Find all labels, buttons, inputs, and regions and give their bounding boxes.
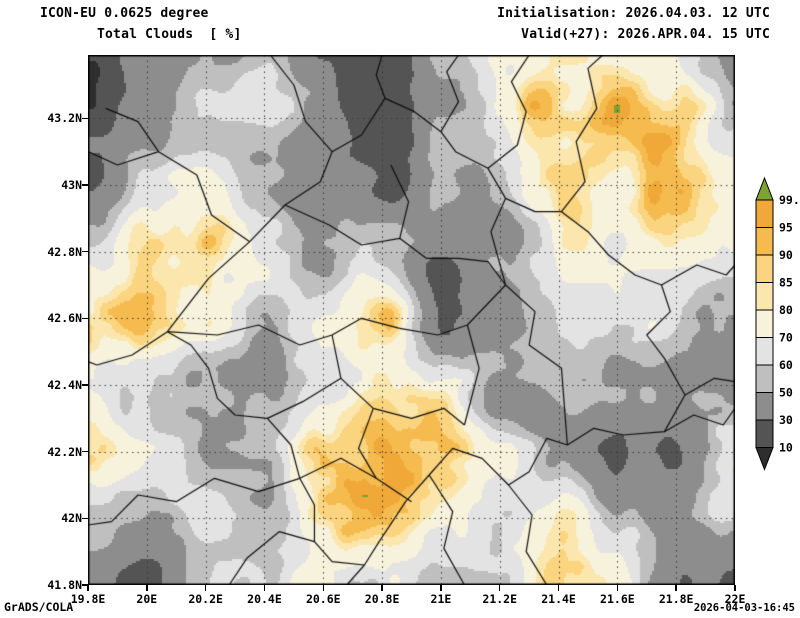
x-tick-label: 21E: [430, 592, 452, 606]
x-tick-label: 21.4E: [541, 592, 576, 606]
x-tick-label: 21.6E: [600, 592, 635, 606]
x-tick-label: 20E: [136, 592, 158, 606]
y-tick-label: 43N: [61, 178, 82, 192]
legend-label: 99.5: [779, 193, 800, 207]
y-tick-label: 43.2N: [47, 111, 82, 126]
x-tick-mark: [146, 585, 148, 591]
x-tick-label: 20.6E: [305, 592, 341, 606]
legend-label: 10: [779, 441, 793, 455]
legend-band: [755, 199, 774, 228]
x-tick-label: 20.8E: [364, 592, 400, 606]
legend-band: [755, 227, 774, 256]
y-tick-label: 42.2N: [47, 444, 82, 459]
legend-label: 50: [779, 386, 793, 400]
x-tick-mark: [440, 585, 442, 591]
variable-title: Total Clouds [ %]: [97, 27, 242, 42]
legend-label: 30: [779, 413, 793, 427]
initialisation-time: Initialisation: 2026.04.03. 12 UTC: [497, 6, 770, 21]
legend-band: [755, 392, 774, 421]
model-title: ICON-EU 0.0625 degree: [40, 6, 209, 21]
y-tick-mark: [82, 584, 88, 586]
y-tick-mark: [82, 450, 88, 453]
legend-label: 60: [779, 358, 793, 372]
legend-band: [755, 309, 774, 338]
legend-band: [755, 282, 774, 311]
y-tick-label: 41.8N: [47, 578, 82, 592]
legend-band: [755, 254, 774, 283]
x-tick-mark: [498, 585, 501, 591]
y-tick-mark: [82, 184, 88, 186]
x-tick-label: 21.8E: [658, 592, 694, 606]
legend-label: 90: [779, 248, 793, 262]
y-tick-mark: [82, 117, 88, 120]
x-tick-mark: [734, 585, 736, 591]
y-tick-mark: [82, 517, 88, 520]
legend-band: [755, 364, 774, 393]
legend-top-triangle: [755, 176, 774, 201]
y-tick-label: 42.8N: [47, 244, 82, 259]
creation-timestamp: 2026-04-03-16:45: [693, 602, 795, 614]
x-tick-label: 19.8E: [70, 592, 106, 606]
legend-bottom-triangle: [755, 447, 774, 471]
x-tick-label: 22E: [724, 592, 746, 606]
valid-time: Valid(+27): 2026.APR.04. 15 UTC: [521, 27, 770, 42]
x-tick-mark: [87, 585, 89, 591]
x-tick-mark: [557, 585, 560, 591]
x-tick-label: 21.2E: [482, 592, 518, 606]
x-tick-mark: [322, 585, 325, 591]
legend-label: 80: [779, 303, 793, 317]
x-tick-mark: [616, 585, 619, 591]
y-tick-label: 42.4N: [47, 378, 82, 392]
x-tick-mark: [675, 585, 677, 591]
x-tick-mark: [263, 585, 266, 591]
legend-band: [755, 419, 774, 448]
y-tick-label: 42N: [61, 511, 82, 526]
x-tick-label: 20.4E: [247, 592, 282, 606]
cloud-cover-map: [88, 55, 735, 585]
y-tick-mark: [82, 250, 88, 253]
y-tick-label: 42.6N: [47, 311, 82, 326]
x-tick-mark: [204, 585, 207, 591]
y-tick-mark: [82, 384, 88, 386]
x-tick-mark: [381, 585, 383, 591]
grads-credit: GrADS/COLA: [4, 600, 74, 614]
legend-band: [755, 337, 774, 366]
color-legend: 99.5 95 90 85 80 70 60 50 30 10: [755, 176, 800, 471]
y-tick-mark: [82, 317, 88, 320]
legend-label: 70: [779, 331, 793, 345]
legend-label: 85: [779, 276, 793, 290]
legend-label: 95: [779, 221, 793, 235]
x-tick-label: 20.2E: [188, 592, 223, 606]
